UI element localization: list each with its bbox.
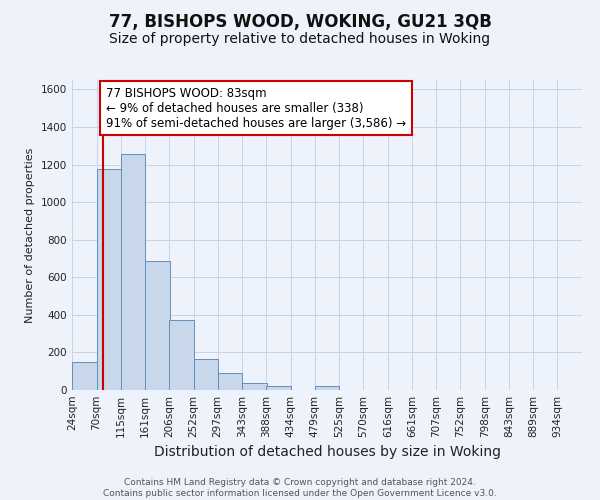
Bar [145,262,170,390]
Y-axis label: Number of detached properties: Number of detached properties [25,148,35,322]
Bar [266,386,291,390]
X-axis label: Distribution of detached houses by size in Woking: Distribution of detached houses by size … [154,446,500,460]
Text: Contains HM Land Registry data © Crown copyright and database right 2024.
Contai: Contains HM Land Registry data © Crown c… [103,478,497,498]
Bar [169,320,194,390]
Bar [218,373,242,390]
Text: Size of property relative to detached houses in Woking: Size of property relative to detached ho… [109,32,491,46]
Text: 77, BISHOPS WOOD, WOKING, GU21 3QB: 77, BISHOPS WOOD, WOKING, GU21 3QB [109,12,491,30]
Bar [242,384,267,390]
Bar [97,169,121,390]
Text: 77 BISHOPS WOOD: 83sqm
← 9% of detached houses are smaller (338)
91% of semi-det: 77 BISHOPS WOOD: 83sqm ← 9% of detached … [106,86,406,130]
Bar [315,386,339,390]
Bar [121,154,145,390]
Bar [194,359,218,390]
Bar [72,362,97,390]
